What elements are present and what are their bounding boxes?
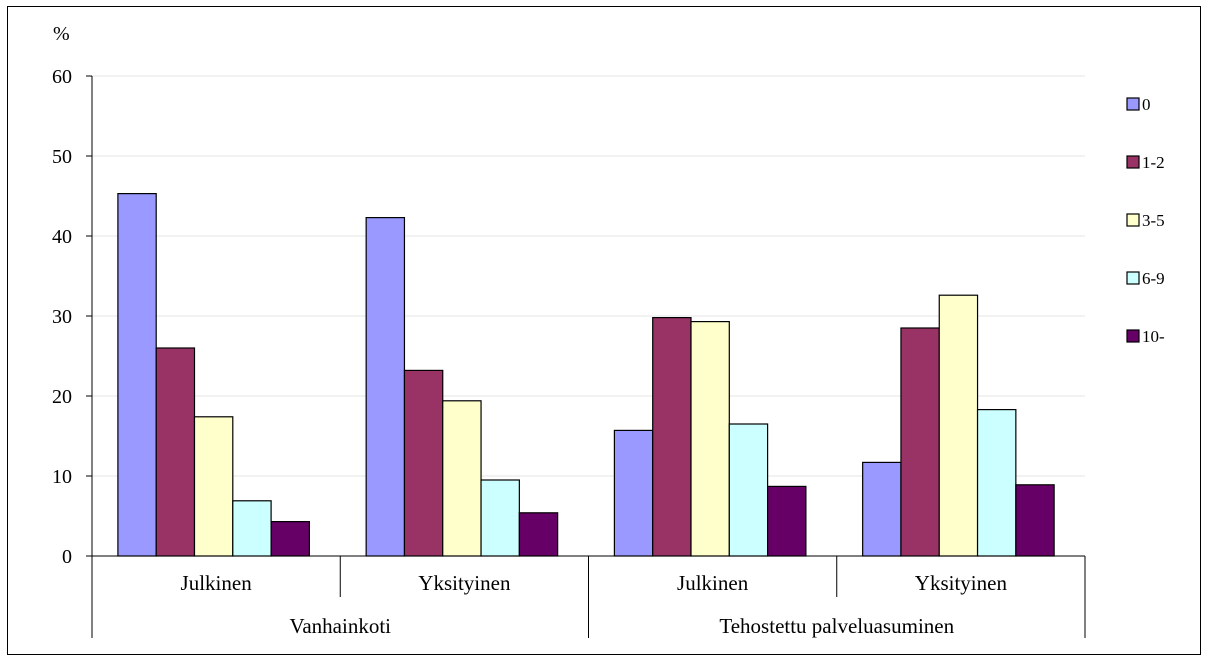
bars [117,193,1055,557]
group-label: Tehostettu palveluasuminen [719,614,954,638]
bar-6-9-3 [976,409,1017,557]
chart-frame [7,6,1201,655]
legend-label: 0 [1142,95,1151,114]
category-label: Yksityinen [418,571,511,595]
legend-swatch [1126,213,1140,227]
y-tick-label: 10 [52,466,72,488]
bar-1-2-0 [155,347,196,557]
bar-10--1 [518,512,559,557]
legend-swatch [1126,271,1140,285]
legend-label: 1-2 [1142,153,1165,172]
y-axis-label: % [53,23,70,45]
y-tick-label: 0 [62,546,72,568]
bar-1-2-3 [900,327,940,557]
y-tick-label: 40 [52,226,72,248]
x-axis: Julkinen Yksityinen Julkinen Yksityinen Vanh… [91,555,1086,638]
y-tick-label: 50 [52,146,72,168]
y-tick-label: 20 [52,386,72,408]
bar-0-1 [365,217,406,557]
bar-10--0 [270,520,311,557]
y-tick-label: 60 [52,66,72,88]
bar-3-5-0 [193,416,234,557]
bar-6-9-1 [480,479,520,557]
y-tick-label: 30 [52,306,72,328]
bar-0-0 [117,193,157,557]
category-label: Yksityinen [915,571,1008,595]
bar-10--2 [766,485,807,557]
bar-10--3 [1015,484,1055,557]
legend: 0 1-2 3-5 6-9 10- [1126,95,1165,346]
bar-1-2-2 [652,317,692,557]
legend-swatch [1126,155,1140,169]
legend-swatch [1126,329,1140,343]
bar-3-5-1 [442,400,482,557]
legend-label: 6-9 [1142,269,1165,288]
bar-6-9-0 [232,500,272,557]
bar-3-5-3 [938,294,979,557]
bar-3-5-2 [690,321,730,557]
bar-0-3 [862,461,902,557]
category-label: Julkinen [677,571,749,595]
legend-label: 10- [1142,327,1165,346]
category-label: Julkinen [181,571,253,595]
bar-1-2-1 [403,369,444,557]
bar-0-2 [613,429,654,557]
group-label: Vanhainkoti [290,614,392,638]
legend-label: 3-5 [1142,211,1165,230]
legend-swatch [1126,97,1140,111]
bar-6-9-2 [728,423,769,557]
y-axis: 0 10 20 30 40 50 60 [52,66,93,568]
